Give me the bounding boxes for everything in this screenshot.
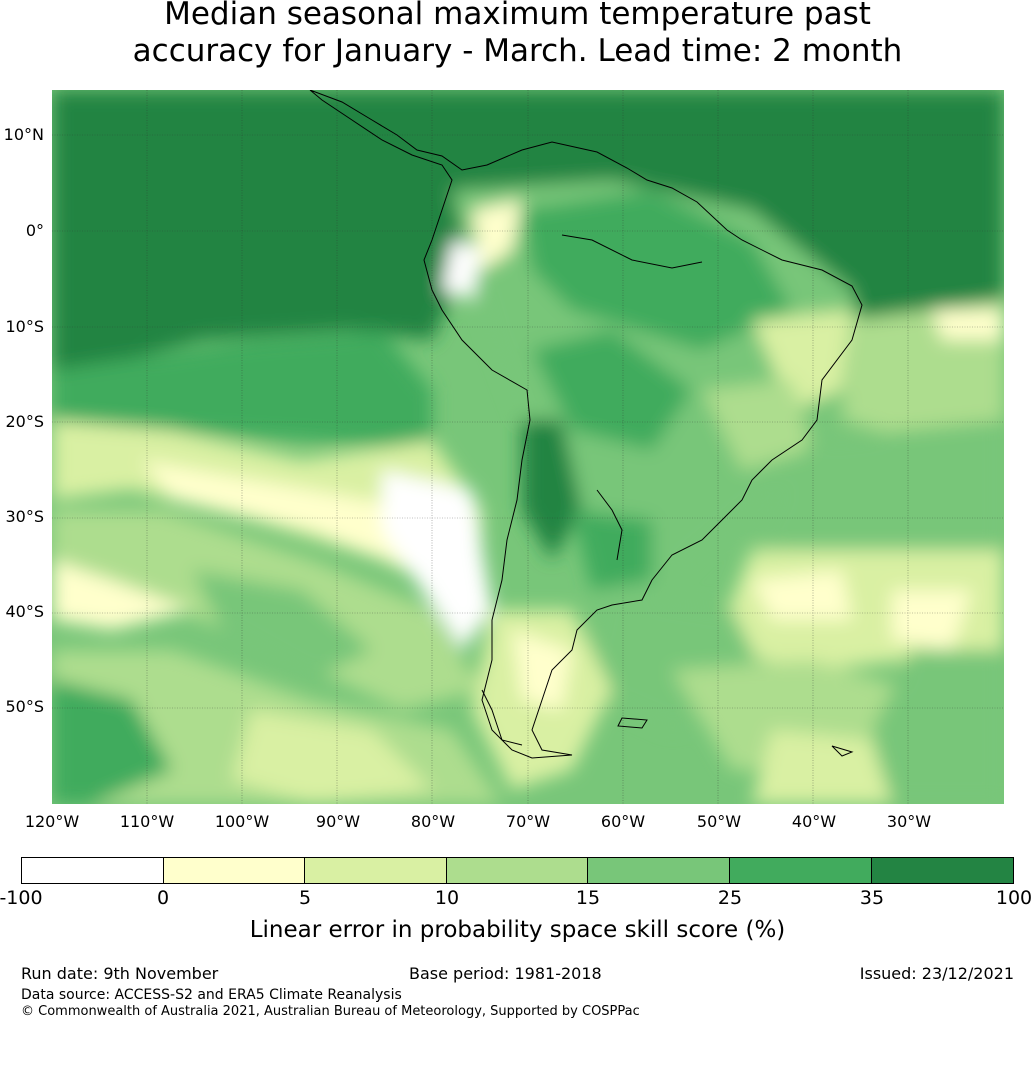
colorbar-segment-7: [871, 858, 1013, 883]
title-line-2: accuracy for January - March. Lead time:…: [132, 33, 903, 69]
coastline-south-america: [309, 90, 863, 759]
colorbar-tick-label: 5: [298, 887, 312, 909]
colorbar-segment-5: [588, 858, 731, 883]
lat-label-20s: 20°S: [5, 412, 44, 431]
amazon-river: [561, 234, 703, 269]
colorbar-tick-label: -100: [0, 887, 43, 909]
graticule: [52, 90, 1004, 804]
lon-label-30w: 30°W: [886, 812, 932, 831]
colorbar-segment-1: [22, 858, 164, 883]
lat-label-50s: 50°S: [5, 697, 44, 716]
colorbar: [21, 857, 1014, 884]
colorbar-tick-label: 10: [434, 887, 460, 909]
data-source: Data source: ACCESS-S2 and ERA5 Climate …: [21, 987, 402, 1003]
colorbar-tick-label: 25: [717, 887, 743, 909]
lon-label-100w: 100°W: [214, 812, 270, 831]
colorbar-tick-label: 15: [575, 887, 601, 909]
lon-label-50w: 50°W: [696, 812, 742, 831]
parana-river: [596, 489, 623, 561]
lat-label-0: 0°: [25, 221, 44, 240]
map-title: Median seasonal maximum temperature past…: [0, 0, 1035, 70]
colorbar-tick-label: 35: [859, 887, 885, 909]
lat-label-10s: 10°S: [5, 317, 44, 336]
skill-score-map: [52, 90, 1004, 804]
lat-label-10n: 10°N: [3, 125, 44, 144]
issued-date: Issued: 23/12/2021: [859, 964, 1014, 983]
south-georgia: [831, 745, 854, 757]
colorbar-tick-label: 100: [995, 887, 1033, 909]
patagonia-coast: [481, 689, 523, 746]
lon-label-90w: 90°W: [315, 812, 361, 831]
colorbar-title: Linear error in probability space skill …: [249, 917, 786, 943]
lon-label-70w: 70°W: [505, 812, 551, 831]
falkland-islands: [617, 717, 648, 729]
lat-label-40s: 40°S: [5, 602, 44, 621]
copyright: © Commonwealth of Australia 2021, Austra…: [21, 1004, 640, 1019]
lon-label-60w: 60°W: [600, 812, 646, 831]
lon-label-80w: 80°W: [410, 812, 456, 831]
lat-label-30s: 30°S: [5, 507, 44, 526]
run-date: Run date: 9th November: [21, 964, 219, 983]
lon-label-120w: 120°W: [24, 812, 80, 831]
colorbar-segment-2: [163, 858, 306, 883]
colorbar-segment-3: [305, 858, 447, 883]
base-period: Base period: 1981-2018: [409, 964, 602, 983]
lon-label-40w: 40°W: [791, 812, 837, 831]
title-line-1: Median seasonal maximum temperature past: [164, 0, 871, 32]
skill-field: [52, 90, 1004, 804]
colorbar-segment-4: [446, 858, 589, 883]
colorbar-segment-6: [730, 858, 872, 883]
map-canvas: [52, 90, 1004, 804]
colorbar-tick-label: 0: [156, 887, 170, 909]
lon-label-110w: 110°W: [119, 812, 175, 831]
